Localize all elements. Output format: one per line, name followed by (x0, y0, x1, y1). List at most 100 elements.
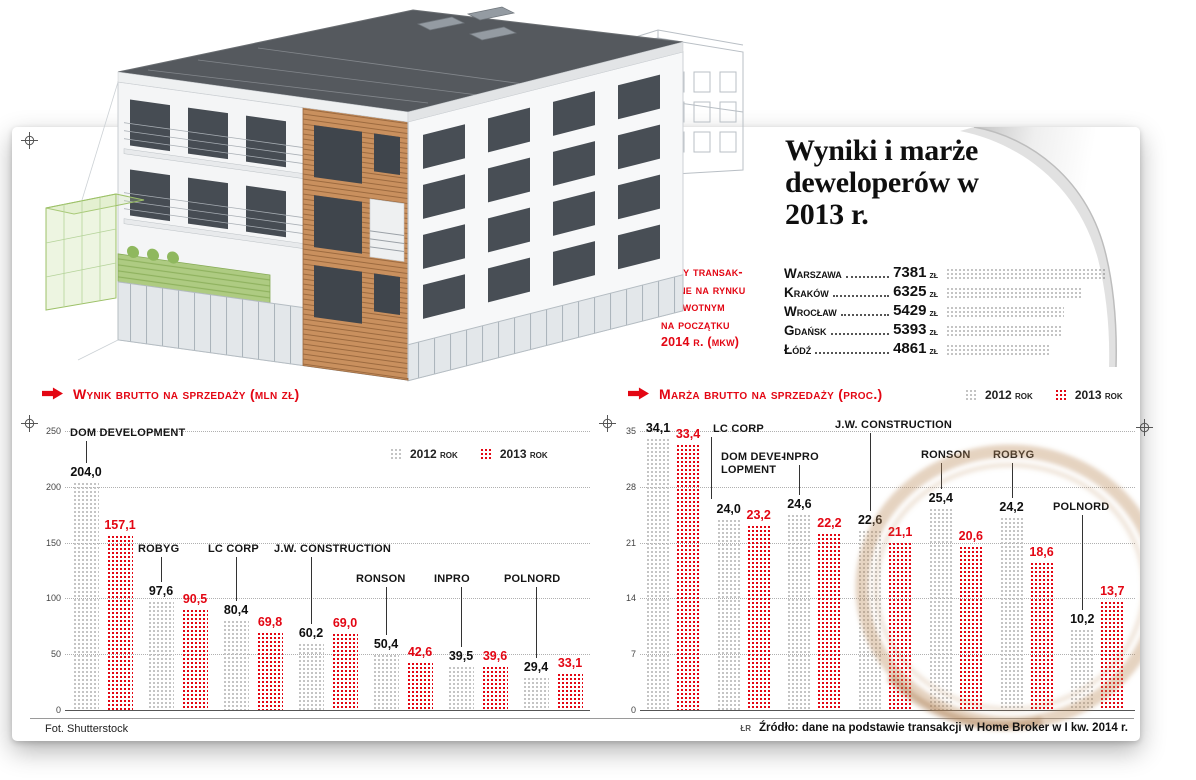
category-label: ROBYG (138, 543, 180, 555)
y-axis-tick-label: 21 (625, 537, 636, 548)
price-value: 7381 (893, 264, 927, 281)
bar-value-label: 23,2 (746, 508, 771, 523)
footer-divider (30, 718, 1134, 719)
y-axis-tick-label: 100 (45, 593, 61, 604)
dotted-leader (830, 333, 890, 335)
bar-value-label: 69,0 (332, 615, 358, 630)
category-label: POLNORD (1053, 501, 1110, 513)
bar-2013-rok-polnord (557, 673, 583, 710)
author-initials: ŁR (740, 724, 752, 733)
gridline (65, 542, 590, 544)
price-bar (946, 268, 1106, 279)
label-connector-line (870, 433, 872, 511)
y-axis-tick-label: 200 (45, 481, 61, 492)
price-row: Łódź 4861 zł (784, 340, 1140, 359)
bar-value-label: 24,6 (787, 496, 812, 511)
bar-value-label: 34,1 (645, 421, 671, 436)
price-bar (946, 306, 1064, 317)
price-row: Kraków 6325 zł (784, 283, 1140, 302)
bar-value-label: 69,8 (257, 615, 283, 630)
left-chart-header: Wynik brutto na sprzedaży (mln zł) (42, 386, 299, 402)
source-text: Źródło: dane na podstawie transakcji w H… (759, 722, 1128, 734)
infographic-sheet: Wyniki i marże deweloperów w 2013 r. Cen… (12, 127, 1140, 741)
y-axis-tick-label: 0 (55, 705, 61, 715)
gridline (65, 710, 590, 711)
city-price-list: Warszawa 7381 zł Kraków 6325 zł Wrocław 5429 z… (784, 264, 1140, 359)
label-connector-line (1011, 463, 1013, 499)
page-title: Wyniki i marże deweloperów w 2013 r. (785, 134, 979, 232)
legend-label: 2012 rok (985, 388, 1033, 402)
y-axis-tick-label: 14 (625, 593, 636, 604)
gridline (640, 486, 1135, 488)
bar-2012-rok-robyg (148, 601, 174, 710)
bar-value-label: 18,6 (1029, 544, 1054, 559)
currency-label: zł (929, 345, 938, 357)
photo-credit: Fot. Shutterstock (45, 723, 129, 735)
bar-2012-rok-dom-development (73, 482, 99, 710)
bar-value-label: 80,4 (223, 603, 249, 618)
bar-2013-rok-j-w-construction (332, 632, 358, 710)
gridline (65, 654, 590, 656)
gridline (640, 710, 1135, 711)
right-chart-legend: 2012 rok 2013 rok (965, 388, 1123, 402)
bar-value-label: 39,5 (448, 648, 474, 663)
bar-value-label: 25,4 (928, 490, 954, 505)
building-roof (117, 6, 684, 123)
bar-value-label: 10,2 (1070, 611, 1095, 626)
bar-2012-rok-j-w-construction (298, 642, 324, 710)
category-label: POLNORD (504, 573, 561, 585)
label-connector-line (236, 557, 237, 602)
bar-value-label: 39,6 (482, 648, 508, 663)
gridline (65, 431, 590, 432)
bar-2013-rok-inpro (482, 665, 508, 710)
y-axis-tick-label: 50 (50, 649, 61, 660)
y-axis-tick-label: 28 (625, 481, 636, 492)
prices-heading-line: Ceny transak- (661, 265, 743, 279)
bar-value-label: 29,4 (523, 660, 549, 675)
bar-value-label: 24,2 (999, 500, 1024, 515)
label-connector-line (940, 463, 942, 489)
price-row: Wrocław 5429 zł (784, 302, 1140, 321)
bar-value-label: 42,6 (407, 645, 433, 660)
bar-2012-rok-j-w-construction (858, 529, 883, 710)
arrow-icon (628, 387, 649, 400)
bar-2013-rok-polnord (1100, 600, 1125, 710)
legend-item-2013: 2013 rok (479, 447, 548, 461)
price-bar (946, 344, 1051, 355)
category-label: J.W. CONSTRUCTION (274, 543, 392, 555)
price-bar (946, 287, 1083, 298)
prices-heading-line: 2014 r. (mkw) (661, 335, 740, 349)
price-row: Gdańsk 5393 zł (784, 321, 1140, 340)
label-connector-line (86, 441, 87, 464)
bar-value-label: 90,5 (182, 592, 208, 606)
arrow-icon (628, 266, 653, 282)
right-chart-title: Marża brutto na sprzedaży (proc.) (659, 386, 883, 402)
dotted-leader (840, 314, 890, 316)
prices-section-heading: Ceny transak- cyjne na rynku pierwotnym … (628, 264, 783, 352)
label-connector-line (711, 437, 712, 499)
left-chart-title: Wynik brutto na sprzedaży (mln zł) (73, 386, 300, 402)
bar-value-label: 22,2 (817, 516, 842, 531)
prices-heading-line: cyjne na rynku (661, 282, 746, 297)
city-label: Kraków (784, 285, 829, 300)
left-chart-legend: 2012 rok 2013 rok (390, 447, 548, 461)
price-value: 4861 (893, 340, 927, 357)
currency-label: zł (929, 307, 938, 319)
bar-2013-rok-robyg (1029, 561, 1054, 710)
bar-2013-rok-robyg (182, 609, 208, 710)
label-connector-line (386, 587, 387, 635)
arrow-icon (42, 387, 63, 400)
label-connector-line (799, 465, 801, 495)
city-label: Gdańsk (784, 323, 827, 338)
dotted-leader (845, 276, 890, 278)
legend-2013-swatch-icon (479, 447, 493, 461)
category-label: LC CORP (208, 543, 259, 555)
bar-2012-rok-polnord (1070, 628, 1095, 710)
prices-heading-line: na początku (661, 317, 730, 332)
legend-2012-swatch-icon (965, 388, 978, 402)
legend-label: 2012 rok (410, 447, 458, 461)
bar-value-label: 13,7 (1100, 583, 1125, 598)
category-label: DOM DEVELOPMENT (70, 427, 186, 439)
legend-label: 2013 rok (499, 447, 548, 461)
category-label: RONSON (921, 449, 971, 461)
